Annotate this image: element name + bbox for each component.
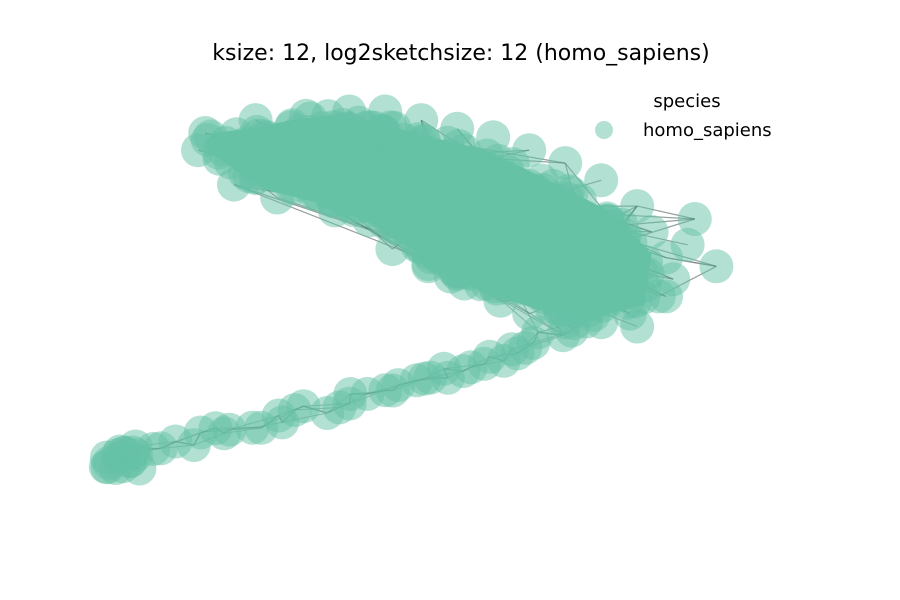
node	[584, 163, 619, 198]
node	[404, 103, 439, 138]
node	[634, 214, 669, 249]
chart-title: ksize: 12, log2sketchsize: 12 (homo_sapi…	[212, 41, 709, 66]
node	[620, 309, 655, 344]
node	[699, 249, 734, 284]
node	[511, 168, 546, 203]
node	[512, 133, 547, 168]
node	[490, 270, 525, 305]
node	[368, 94, 403, 129]
node	[596, 217, 631, 252]
node	[100, 438, 135, 473]
plot-area	[88, 94, 734, 486]
node	[476, 120, 511, 155]
node	[411, 249, 446, 284]
node	[447, 266, 482, 301]
legend-label-homo-sapiens: homo_sapiens	[643, 120, 772, 141]
legend-title: species	[653, 91, 720, 112]
node	[546, 318, 581, 353]
node	[548, 146, 583, 181]
node	[670, 227, 705, 262]
node	[649, 279, 683, 314]
legend: species homo_sapiens	[595, 91, 772, 141]
node	[450, 179, 485, 214]
node	[265, 145, 299, 180]
node	[313, 118, 348, 153]
node	[440, 111, 475, 146]
legend-marker-homo-sapiens	[595, 121, 613, 139]
node	[375, 232, 410, 267]
node	[217, 167, 251, 202]
node	[410, 223, 445, 258]
node	[523, 238, 558, 273]
node	[449, 220, 484, 255]
node	[317, 193, 352, 228]
node	[413, 160, 448, 195]
node	[379, 147, 414, 182]
node	[677, 202, 712, 236]
node	[496, 210, 531, 245]
node	[310, 146, 345, 181]
node	[332, 94, 367, 129]
node	[560, 249, 595, 284]
node	[289, 98, 323, 133]
node	[541, 204, 576, 239]
node	[260, 180, 295, 215]
node	[238, 103, 273, 138]
node	[620, 189, 655, 224]
node	[202, 141, 237, 176]
nodes	[88, 94, 734, 486]
